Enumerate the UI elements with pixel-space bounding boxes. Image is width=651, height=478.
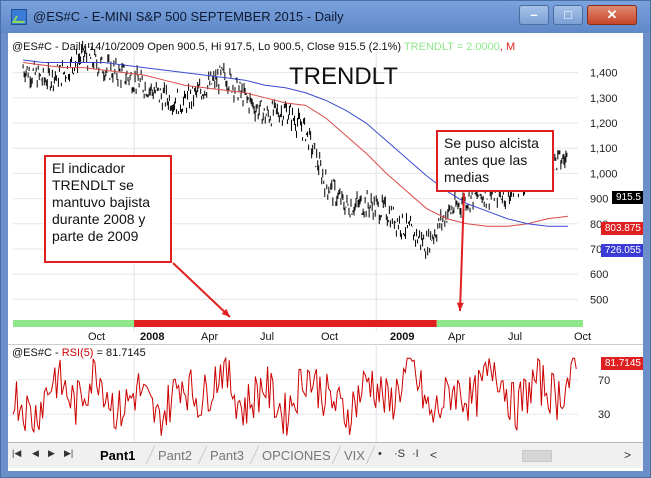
rsi-value-label: 81.7145 [600, 357, 643, 370]
rsi-line [12, 356, 577, 436]
price-header: @ES#C - Daily 14/10/2009 Open 900.5, Hi … [12, 41, 515, 53]
tab-tool-i[interactable]: ·I [412, 448, 419, 460]
price-y-tick: 1,200 [590, 118, 618, 130]
prev-tab-button[interactable]: ◀ [32, 448, 39, 458]
window-title: @ES#C - E-MINI S&P 500 SEPTEMBER 2015 - … [33, 9, 344, 24]
callout-left-arrow [172, 262, 231, 318]
price-header-indicator: TRENDLT = 2.0000 [403, 41, 500, 53]
first-tab-button[interactable]: |◀ [12, 448, 22, 458]
trendlt-annotation-title: TRENDLT [289, 63, 398, 90]
tab-separator [145, 446, 156, 464]
price-x-tick: 2009 [390, 331, 414, 343]
ma-blue-price-label: 726.055 [600, 244, 643, 257]
price-x-tick: Oct [88, 331, 105, 343]
scroll-right-button[interactable]: > [624, 448, 632, 462]
maximize-button[interactable]: □ [553, 5, 583, 25]
price-x-tick: Oct [321, 331, 338, 343]
callout-bullish-note: Se puso alcista antes que las medias [436, 130, 554, 192]
price-x-tick: Jul [508, 331, 522, 343]
sheet-tab-bar: |◀ ◀ ▶ ▶| Pant1 Pant2 Pant3 OPCIONES VIX… [8, 442, 643, 468]
price-x-tick: Apr [201, 331, 218, 343]
close-price-label: 915.5 [611, 191, 643, 204]
tab-pant3[interactable]: Pant3 [210, 448, 244, 463]
price-y-tick: 1,000 [590, 168, 618, 180]
trendlt-band-segment [134, 320, 437, 327]
callout-left-arrow-head [221, 308, 230, 317]
tab-pant1[interactable]: Pant1 [100, 448, 136, 463]
price-x-tick: Apr [448, 331, 465, 343]
tab-separator [331, 446, 342, 464]
callout-right-arrow [459, 192, 465, 312]
price-x-tick: 2008 [140, 331, 164, 343]
ma-red-price-label: 803.875 [600, 222, 643, 235]
price-y-tick: 500 [590, 294, 608, 306]
rsi-header: @ES#C - RSI(5) = 81.7145 [12, 347, 146, 359]
trendlt-band-segment [436, 320, 583, 327]
tab-tool-s[interactable]: ·S [394, 448, 405, 460]
tab-separator [249, 446, 260, 464]
last-tab-button[interactable]: ▶| [64, 448, 74, 458]
price-y-tick: 1,100 [590, 143, 618, 155]
ma-red-line [23, 62, 568, 227]
tab-vix[interactable]: VIX [344, 448, 365, 463]
tab-pant2[interactable]: Pant2 [158, 448, 192, 463]
rsi-chart[interactable]: 70 30 [8, 344, 643, 442]
minimize-button[interactable]: – [519, 5, 549, 25]
tab-separator [197, 446, 208, 464]
scrollbar-thumb[interactable] [522, 450, 552, 462]
scroll-left-button[interactable]: < [430, 448, 438, 462]
ma-blue-line [23, 59, 568, 227]
title-bar[interactable]: @ES#C - E-MINI S&P 500 SEPTEMBER 2015 - … [1, 1, 650, 33]
callout-bearish-note: El indicador TRENDLT se mantuvo bajista … [44, 155, 172, 263]
callout-right-arrow-head [456, 302, 464, 311]
rsi-header-value: = 81.7145 [93, 347, 146, 359]
price-y-tick: 1,400 [590, 68, 618, 80]
rsi-y-tick: 30 [598, 409, 610, 421]
rsi-header-indicator: RSI(5) [61, 347, 94, 359]
price-y-tick: 1,300 [590, 93, 618, 105]
next-tab-button[interactable]: ▶ [48, 448, 55, 458]
rsi-header-prefix: @ES#C - [12, 347, 62, 359]
price-y-tick: 600 [590, 269, 608, 281]
trendlt-band-segment [13, 320, 135, 327]
chart-app-icon [11, 9, 27, 25]
price-y-tick: 900 [590, 194, 608, 206]
price-header-suffix: , M [499, 41, 516, 53]
price-header-info: @ES#C - Daily 14/10/2009 Open 900.5, Hi … [12, 41, 404, 53]
rsi-y-tick: 70 [598, 375, 610, 387]
tab-separator [365, 446, 376, 464]
chart-client-area: 1,400 1,300 1,200 1,100 1,000 900 800 700 600 500… [8, 33, 643, 471]
price-x-tick: Jul [260, 331, 274, 343]
horizontal-scrollbar[interactable] [444, 449, 632, 463]
price-x-tick: Oct [574, 331, 591, 343]
add-tab-button[interactable]: • [378, 448, 382, 460]
tab-opciones[interactable]: OPCIONES [262, 448, 331, 463]
close-button[interactable]: ✕ [587, 5, 637, 25]
